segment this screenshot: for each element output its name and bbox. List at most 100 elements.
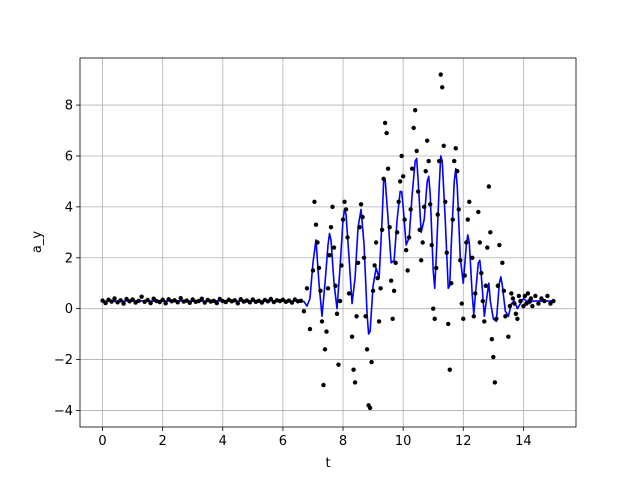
data-point — [232, 298, 238, 303]
data-point — [530, 303, 535, 309]
data-point — [524, 301, 529, 306]
data-point — [403, 247, 409, 253]
data-point — [250, 297, 256, 302]
data-point — [483, 283, 489, 288]
data-point — [462, 273, 467, 278]
data-point — [491, 354, 496, 360]
data-point — [364, 347, 370, 352]
data-point — [479, 270, 484, 276]
data-point — [369, 359, 374, 365]
data-point — [112, 296, 117, 301]
data-point — [376, 319, 382, 324]
data-point — [163, 301, 168, 306]
data-point — [190, 297, 195, 302]
data-point — [367, 405, 373, 411]
data-point — [312, 199, 317, 204]
y-axis-ticks: −4 −2 0 2 4 6 8 — [54, 99, 80, 419]
data-point — [160, 297, 165, 302]
data-point — [494, 316, 499, 322]
data-point — [358, 202, 364, 207]
data-point — [109, 299, 114, 304]
data-point — [184, 298, 189, 303]
y-tick-label: 0 — [65, 302, 73, 317]
data-point — [402, 217, 407, 222]
data-point — [477, 240, 483, 245]
data-point — [521, 303, 526, 309]
data-point — [482, 319, 487, 324]
data-layer — [100, 72, 556, 411]
data-point — [444, 250, 449, 255]
data-point — [157, 299, 162, 305]
data-point — [130, 297, 135, 302]
data-point — [148, 300, 153, 306]
data-point — [438, 72, 443, 77]
data-point — [399, 153, 404, 159]
data-point — [394, 230, 400, 235]
y-tick-label: 4 — [65, 200, 73, 215]
data-point — [378, 286, 383, 291]
data-point — [330, 204, 335, 210]
data-point — [434, 265, 439, 271]
data-point — [528, 296, 534, 301]
data-point — [447, 367, 452, 372]
data-point — [458, 258, 463, 263]
x-tick-label: 12 — [455, 434, 472, 449]
data-point — [441, 143, 446, 148]
data-point — [360, 214, 365, 220]
data-point — [515, 316, 520, 322]
data-point — [452, 158, 457, 164]
data-point — [486, 184, 492, 189]
data-point — [384, 130, 389, 136]
x-axis-label: t — [325, 456, 330, 471]
data-point — [328, 225, 334, 230]
data-point — [373, 240, 379, 245]
data-point — [522, 293, 528, 299]
data-point — [340, 217, 346, 222]
data-point — [319, 319, 325, 324]
data-point — [470, 255, 475, 260]
fit-line — [102, 155, 554, 335]
data-point — [268, 296, 274, 302]
data-point — [390, 316, 395, 322]
x-tick-label: 0 — [98, 434, 106, 449]
data-point — [336, 362, 341, 367]
data-point — [400, 174, 406, 179]
data-point — [425, 138, 430, 143]
data-point — [431, 306, 436, 311]
data-point — [361, 255, 367, 260]
data-point — [443, 199, 448, 204]
x-tick-label: 14 — [515, 434, 532, 449]
data-point — [304, 286, 310, 291]
data-point — [518, 298, 523, 304]
y-tick-label: −2 — [54, 353, 73, 368]
data-point — [322, 347, 328, 352]
data-point — [381, 176, 386, 182]
data-point — [178, 296, 183, 301]
data-point — [533, 293, 538, 299]
data-point — [536, 301, 541, 306]
data-point — [354, 314, 359, 319]
data-point — [435, 212, 440, 217]
x-axis-ticks: 0 2 4 6 8 10 12 14 — [98, 427, 532, 449]
x-tick-label: 10 — [395, 434, 412, 449]
x-tick-label: 4 — [219, 434, 227, 449]
data-point — [363, 314, 368, 319]
data-point — [417, 227, 422, 232]
data-point — [333, 283, 338, 288]
data-point — [428, 202, 433, 207]
data-point — [432, 316, 437, 322]
data-point — [387, 225, 392, 230]
data-point — [121, 301, 126, 306]
data-point — [351, 367, 356, 372]
data-point — [525, 291, 531, 296]
data-point — [345, 235, 350, 240]
data-point — [313, 222, 319, 227]
data-point — [196, 298, 201, 304]
data-point — [426, 158, 431, 164]
data-point — [342, 199, 347, 204]
data-point — [211, 298, 216, 303]
y-tick-label: 6 — [65, 149, 73, 164]
data-point — [175, 300, 180, 305]
y-tick-label: 2 — [65, 251, 73, 266]
